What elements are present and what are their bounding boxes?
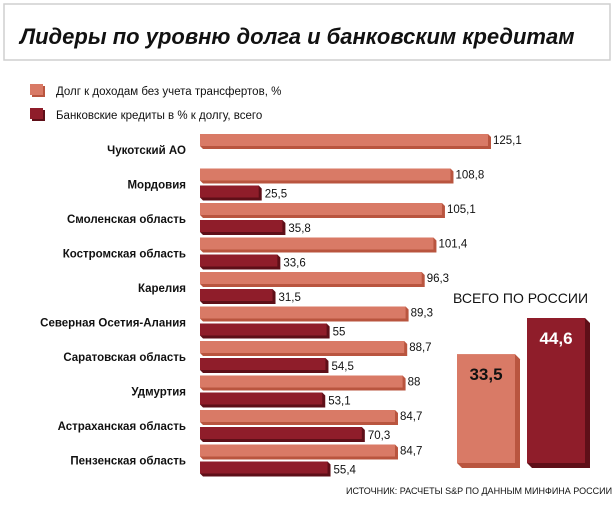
category-label: Астраханская область: [58, 421, 186, 433]
bar-credit: [200, 392, 326, 408]
value-label-debt: 88,7: [409, 342, 431, 354]
legend-label-debt: Долг к доходам без учета трансфертов, %: [56, 86, 281, 98]
total-credit-bar-face: [527, 318, 585, 463]
bar-debt-face: [200, 306, 406, 319]
bar-debt: [200, 444, 398, 460]
legend-swatch-debt-face: [30, 84, 43, 95]
bar-credit: [200, 461, 331, 477]
total-russia-panel: ВСЕГО ПО РОССИИ 33,5 44,6: [453, 290, 590, 468]
bar-credit: [200, 289, 276, 304]
category-label: Карелия: [138, 283, 186, 295]
category-label: Саратовская область: [63, 352, 186, 364]
value-label-credit: 33,6: [283, 258, 305, 270]
value-label-debt: 84,7: [400, 446, 422, 458]
category-label: Костромская область: [63, 249, 186, 261]
bar-credit: [200, 254, 281, 270]
total-debt-bar-label: 33,5: [469, 365, 502, 384]
value-label-debt: 101,4: [438, 239, 467, 251]
bar-credit: [200, 358, 329, 373]
source-note: ИСТОЧНИК: РАСЧЕТЫ S&P ПО ДАННЫМ МИНФИНА …: [346, 486, 612, 496]
chart-title: Лидеры по уровню долга и банковским кред…: [18, 24, 575, 49]
bar-debt: [200, 134, 491, 149]
legend-label-credit: Банковские кредиты в % к долгу, всего: [56, 110, 262, 122]
bar-credit: [200, 427, 365, 442]
bar-credit: [200, 185, 262, 201]
value-label-credit: 54,5: [331, 361, 353, 373]
bar-debt: [200, 341, 408, 356]
category-label: Пензенская область: [70, 456, 186, 468]
bar-credit-face: [200, 185, 259, 198]
bar-debt: [200, 306, 409, 322]
bar-credit-face: [200, 461, 328, 474]
value-label-credit: 70,3: [368, 430, 390, 442]
value-label-credit: 55,4: [334, 465, 357, 477]
value-label-debt: 105,1: [447, 204, 476, 216]
value-label-credit: 25,5: [265, 189, 287, 201]
bar-credit-face: [200, 254, 278, 267]
bar-debt-face: [200, 134, 488, 146]
bar-debt: [200, 272, 425, 287]
bar-debt: [200, 237, 437, 253]
category-label: Удмуртия: [131, 387, 186, 399]
bar-debt: [200, 203, 445, 218]
value-label-debt: 88: [408, 377, 421, 389]
total-heading: ВСЕГО ПО РОССИИ: [453, 290, 588, 306]
value-label-credit: 55: [333, 327, 346, 339]
value-label-debt: 84,7: [400, 411, 422, 423]
title-frame: [3, 3, 611, 61]
value-label-debt: 108,8: [455, 170, 484, 182]
legend: Долг к доходам без учета трансфертов, % …: [30, 84, 281, 122]
bar-debt-face: [200, 272, 422, 284]
value-label-credit: 31,5: [279, 292, 301, 304]
value-label-credit: 35,8: [288, 223, 310, 235]
bar-debt-face: [200, 375, 403, 388]
bar-debt-face: [200, 168, 451, 181]
total-credit-bar-label: 44,6: [539, 329, 572, 348]
category-label: Чукотский АО: [107, 145, 186, 157]
bar-debt-face: [200, 341, 405, 353]
value-label-credit: 53,1: [328, 396, 350, 408]
category-label: Смоленская область: [67, 214, 186, 226]
bars-area: Чукотский АО 125,1 Мордовия 108,8 25,5 Смолен…: [40, 134, 522, 477]
bar-debt: [200, 168, 454, 184]
category-label: Северная Осетия-Алания: [40, 318, 186, 330]
value-label-debt: 89,3: [411, 308, 433, 320]
bar-credit-face: [200, 289, 273, 301]
value-label-debt: 96,3: [427, 273, 449, 285]
total-debt-bar-face: [457, 354, 515, 463]
bar-credit-face: [200, 323, 327, 336]
bar-credit-face: [200, 220, 283, 232]
bar-debt: [200, 375, 406, 391]
bar-debt-face: [200, 410, 395, 422]
bar-debt-face: [200, 444, 395, 457]
total-credit-bar: 44,6: [527, 318, 590, 468]
bar-debt: [200, 410, 398, 425]
bar-credit-face: [200, 358, 326, 370]
bar-credit-face: [200, 427, 362, 439]
bar-credit: [200, 220, 286, 235]
bar-debt-face: [200, 237, 434, 250]
value-label-debt: 125,1: [493, 135, 522, 147]
bar-credit-face: [200, 392, 323, 405]
legend-swatch-credit-face: [30, 108, 43, 119]
bar-credit: [200, 323, 330, 339]
category-label: Мордовия: [127, 180, 186, 192]
bar-debt-face: [200, 203, 442, 215]
total-debt-bar: 33,5: [457, 354, 520, 468]
